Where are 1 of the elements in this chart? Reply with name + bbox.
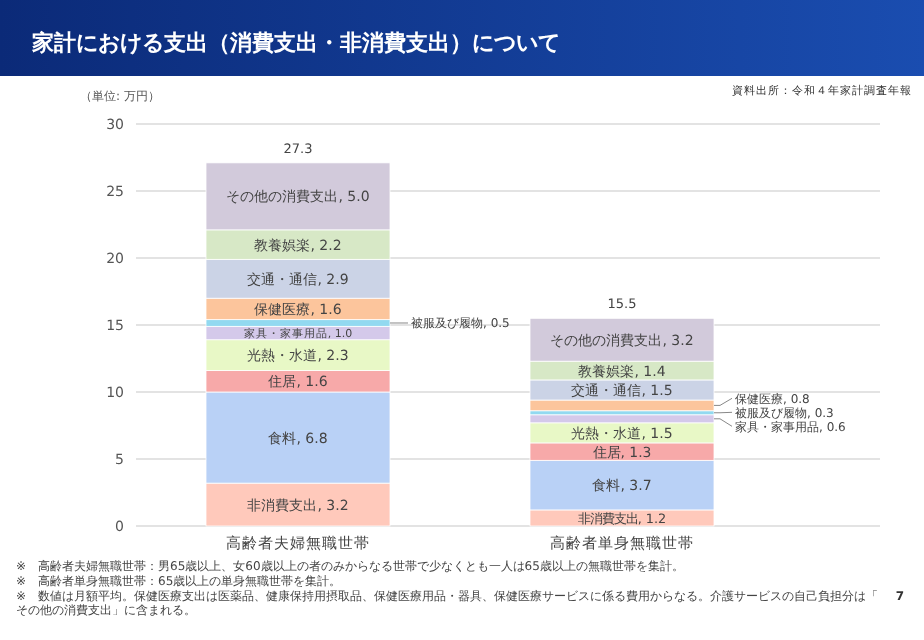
- chart-title: 家計における支出（消費支出・非消費支出）について: [30, 30, 560, 56]
